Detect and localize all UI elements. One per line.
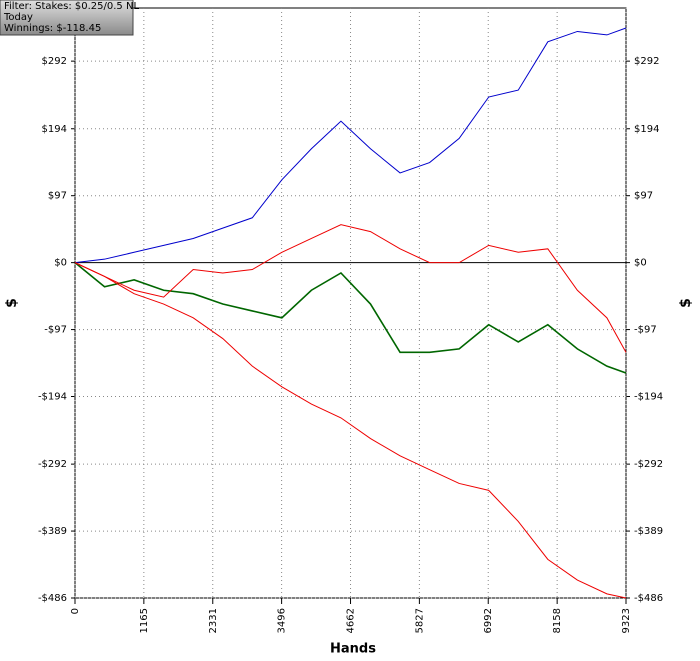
- y-tick-label-right: -$486: [634, 593, 663, 604]
- y-tick-label: -$292: [38, 459, 67, 470]
- series-line: [74, 224, 627, 353]
- info-text: Filter: Stakes: $0.25/0.5 NL: [4, 1, 139, 12]
- y-tick-label-right: $97: [634, 191, 653, 202]
- x-tick-label: 4662: [346, 608, 357, 633]
- y-tick-label-right: $0: [634, 258, 647, 269]
- series-line: [74, 27, 627, 264]
- y-tick-label: -$486: [38, 593, 67, 604]
- x-tick-label: 3496: [277, 608, 288, 633]
- series-line: [74, 262, 627, 599]
- x-axis-label: Hands: [330, 642, 376, 657]
- info-text: Today: [3, 12, 33, 23]
- x-tick-label: 8158: [552, 608, 563, 633]
- info-text: Winnings: $-118.45: [4, 23, 101, 34]
- y-tick-label-right: $194: [634, 124, 659, 135]
- y-tick-label-right: -$97: [634, 325, 657, 336]
- y-axis-label-right: $: [678, 298, 694, 308]
- series-line: [74, 262, 627, 374]
- plot-area: [74, 7, 627, 599]
- x-tick-label: 9323: [621, 608, 632, 633]
- x-tick-label: 6992: [483, 608, 494, 633]
- y-tick-label-right: $292: [634, 56, 659, 67]
- y-tick-label: -$389: [38, 526, 67, 537]
- x-tick-label: 2331: [208, 608, 219, 633]
- x-tick-label: 0: [70, 608, 81, 614]
- x-tick-label: 5827: [414, 608, 425, 633]
- y-tick-label: $194: [42, 124, 67, 135]
- y-axis-label: $: [4, 298, 20, 308]
- y-tick-label: -$97: [44, 325, 67, 336]
- y-tick-label-right: -$194: [634, 392, 663, 403]
- y-tick-label-right: -$292: [634, 459, 663, 470]
- x-tick-label: 1165: [139, 608, 150, 633]
- y-tick-label: $0: [54, 258, 67, 269]
- y-tick-label: -$194: [38, 392, 67, 403]
- y-tick-label: $292: [42, 56, 67, 67]
- info-box: [0, 0, 134, 36]
- y-tick-label: $97: [48, 191, 67, 202]
- y-tick-label-right: -$389: [634, 526, 663, 537]
